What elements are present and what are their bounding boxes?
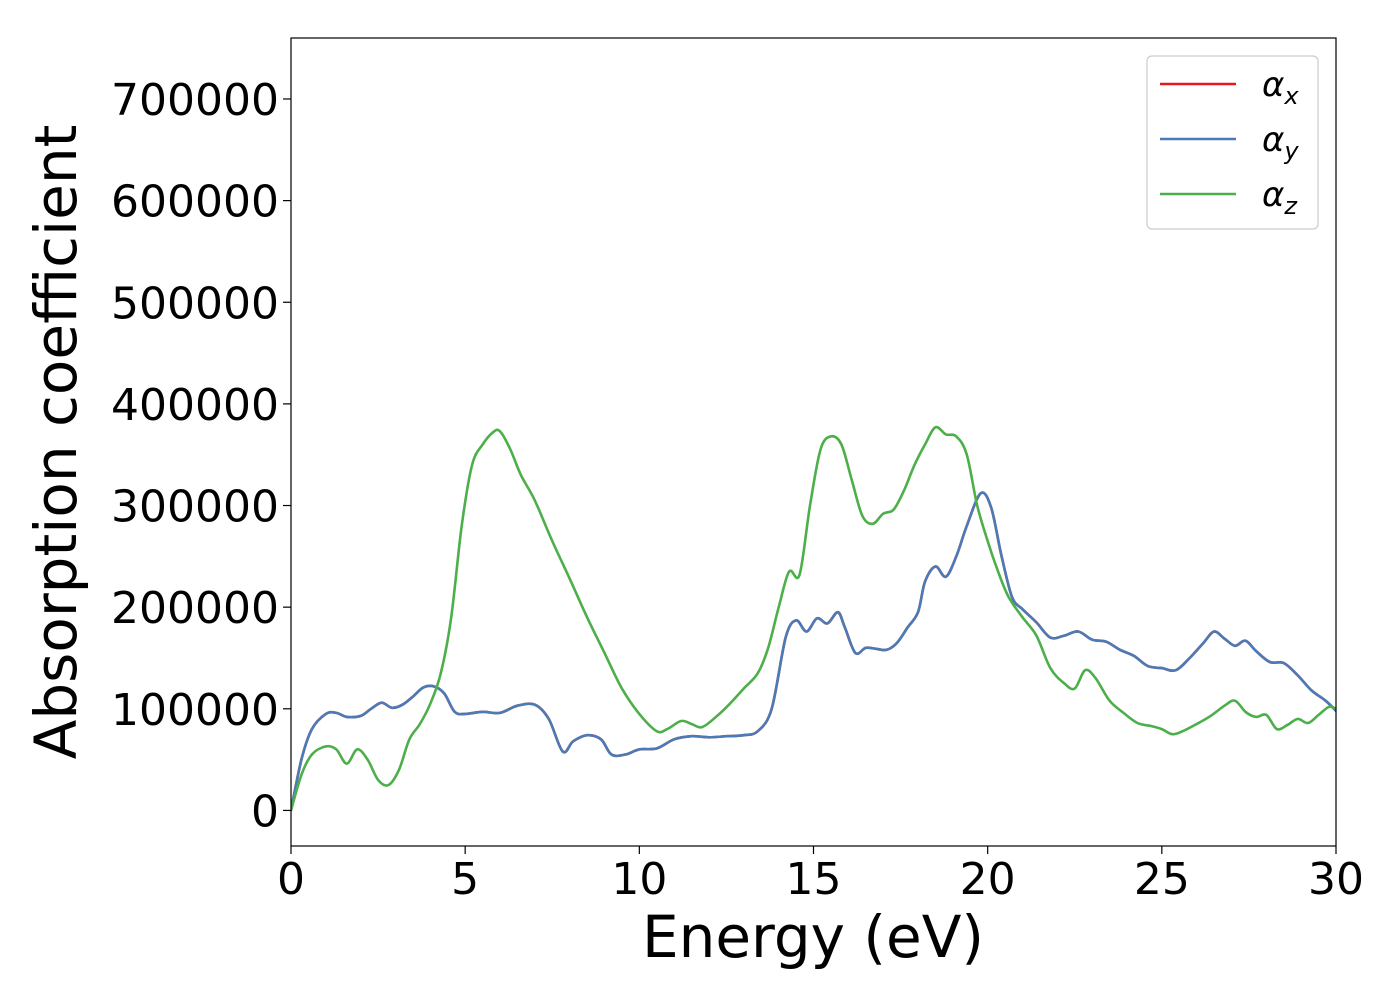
series-line-z (291, 425, 1336, 812)
legend-label-z: αz (1262, 175, 1298, 220)
y-tick-label: 500000 (111, 278, 279, 329)
x-tick-label: 30 (1308, 854, 1364, 905)
y-tick-label: 300000 (111, 482, 279, 533)
x-tick-label: 10 (611, 854, 667, 905)
legend-symbol: α (1262, 65, 1284, 105)
x-tick-label: 20 (960, 854, 1016, 905)
x-axis-ticks: 0 5 10 15 20 25 30 (277, 846, 1364, 905)
legend-label-y: αy (1262, 120, 1299, 165)
y-tick-label: 700000 (111, 75, 279, 126)
legend-label-x: αx (1262, 65, 1299, 110)
x-axis-title: Energy (eV) (642, 903, 984, 971)
legend-box (1146, 55, 1319, 230)
legend-subscript: z (1283, 192, 1298, 220)
y-tick-label: 200000 (111, 583, 279, 634)
legend-symbol: α (1262, 175, 1284, 215)
y-tick-label: 0 (251, 786, 279, 837)
series-line-y (291, 491, 1336, 812)
x-tick-label: 5 (451, 854, 479, 905)
legend-symbol: α (1262, 120, 1284, 160)
legend-subscript: y (1283, 137, 1299, 165)
y-tick-label: 600000 (111, 177, 279, 228)
x-tick-label: 25 (1134, 854, 1190, 905)
x-tick-label: 0 (277, 854, 305, 905)
x-tick-label: 15 (786, 854, 842, 905)
series-layer (291, 425, 1336, 812)
y-tick-label: 100000 (111, 685, 279, 736)
y-axis-ticks: 0 100000 200000 300000 400000 500000 600000 700… (111, 75, 291, 837)
y-axis-title: Absorption coefficient (22, 125, 90, 760)
legend-subscript: x (1283, 82, 1299, 110)
y-tick-label: 400000 (111, 380, 279, 431)
